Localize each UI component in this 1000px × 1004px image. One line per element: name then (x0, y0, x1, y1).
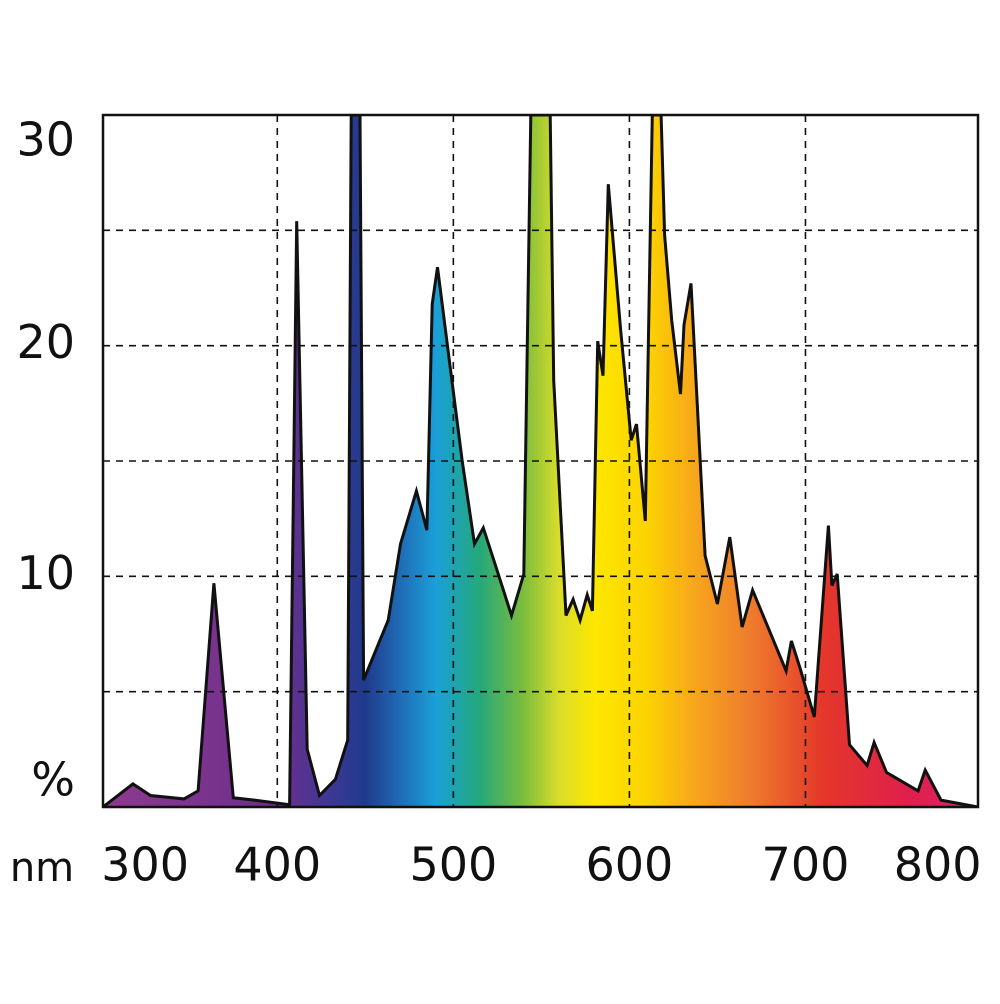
x-tick-label: 800 (894, 838, 982, 892)
x-tick-label: 600 (586, 838, 674, 892)
plot-frame (101, 113, 980, 809)
x-tick-label: 400 (233, 838, 321, 892)
x-tick-label: 700 (762, 838, 850, 892)
spectrum-area (103, 115, 978, 807)
spectrum-line (103, 115, 978, 807)
y-tick-label: 10 (16, 546, 75, 600)
y-tick-label: 30 (16, 113, 75, 167)
x-tick-label: 300 (101, 838, 189, 892)
x-tick-label: 500 (409, 838, 497, 892)
plot-area (103, 115, 978, 807)
x-axis-label: nm (10, 845, 74, 891)
y-tick-label: 20 (16, 315, 75, 369)
y-axis-label: % (31, 753, 75, 807)
